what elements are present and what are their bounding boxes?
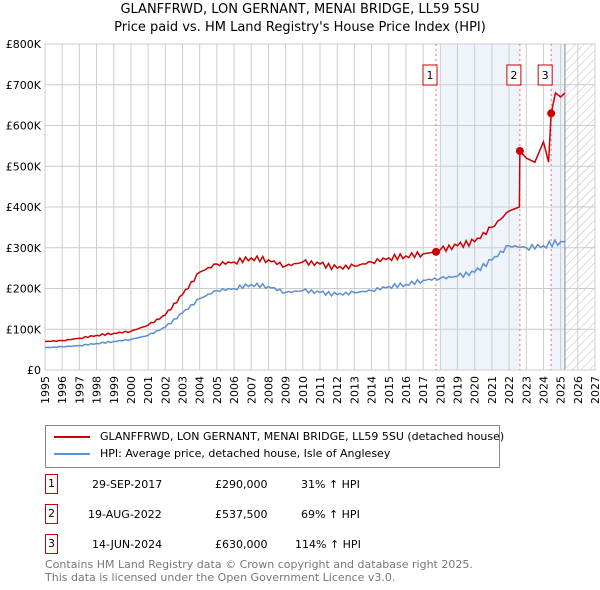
sale-number: 2 <box>45 504 58 524</box>
x-tick-label: 2008 <box>262 376 275 404</box>
y-tick-label: £800K <box>6 38 42 51</box>
x-tick-label: 2017 <box>417 376 430 404</box>
x-tick-label: 2018 <box>434 376 447 404</box>
legend-label-property: GLANFFRWD, LON GERNANT, MENAI BRIDGE, LL… <box>100 430 505 443</box>
legend-label-hpi: HPI: Average price, detached house, Isle… <box>100 447 391 460</box>
x-tick-label: 2003 <box>177 376 190 404</box>
sale-date: 19-AUG-2022 <box>88 508 162 521</box>
chart-subtitle: Price paid vs. HM Land Registry's House … <box>114 20 486 35</box>
sale-point <box>547 109 556 118</box>
sale-label-box <box>422 64 438 86</box>
sale-number: 3 <box>45 534 58 554</box>
sale-label: 3 <box>542 69 549 82</box>
y-tick-label: £500K <box>6 160 42 173</box>
x-tick-label: 2023 <box>520 376 533 404</box>
x-tick-label: 2012 <box>331 376 344 404</box>
x-tick-label: 2027 <box>589 376 600 404</box>
x-tick-label: 2016 <box>400 376 413 404</box>
x-tick-label: 2013 <box>348 376 361 404</box>
x-tick-label: 1997 <box>73 376 86 404</box>
x-tick-label: 2001 <box>142 376 155 404</box>
x-tick-label: 2020 <box>469 376 482 404</box>
sale-hpi-change: 114% ↑ HPI <box>295 538 361 551</box>
x-tick-label: 2024 <box>537 376 550 404</box>
sale-label: 1 <box>427 69 434 82</box>
y-tick-label: £200K <box>6 283 42 296</box>
sale-hpi-change: 31% ↑ HPI <box>301 478 360 491</box>
sale-number: 1 <box>45 474 58 494</box>
footer: Contains HM Land Registry data © Crown c… <box>45 558 473 584</box>
sale-label: 2 <box>510 69 517 82</box>
x-tick-label: 1999 <box>108 376 121 404</box>
line-chart: 1995 1996 1997 1998 1999 2000 2001 2002 2003 2004… <box>6 38 600 404</box>
sale-hpi-change: 69% ↑ HPI <box>301 508 360 521</box>
legend: GLANFFRWD, LON GERNANT, MENAI BRIDGE, LL… <box>45 425 504 468</box>
x-tick-label: 2015 <box>383 376 396 404</box>
x-tick-label: 2006 <box>228 376 241 404</box>
sale-point <box>515 146 524 155</box>
x-tick-label: 2010 <box>297 376 310 404</box>
x-tick-label: 2022 <box>503 376 516 404</box>
x-tick-label: 1996 <box>56 376 69 404</box>
sale-point <box>432 247 441 256</box>
x-tick-label: 2025 <box>555 376 568 404</box>
footer-line: Contains HM Land Registry data © Crown c… <box>45 558 473 571</box>
sale-date: 14-JUN-2024 <box>92 538 163 551</box>
x-tick-label: 2000 <box>125 376 138 404</box>
legend-swatch-property <box>54 435 90 438</box>
legend-swatch-hpi <box>54 452 90 455</box>
y-tick-label: £600K <box>6 120 42 133</box>
footer-line: This data is licensed under the Open Gov… <box>45 571 396 584</box>
hpi-line <box>44 238 565 349</box>
sale-price: £537,500 <box>215 508 268 521</box>
sale-price: £290,000 <box>215 478 268 491</box>
sale-label-box <box>537 64 553 86</box>
x-tick-label: 2019 <box>452 376 465 404</box>
price-paid-line <box>44 91 566 343</box>
x-tick-label: 2021 <box>486 376 499 404</box>
sale-label-box <box>506 64 522 86</box>
sale-date: 29-SEP-2017 <box>92 478 163 491</box>
y-tick-label: £0 <box>27 364 41 377</box>
x-tick-label: 2007 <box>245 376 258 404</box>
x-tick-label: 1995 <box>39 376 52 404</box>
x-tick-label: 2026 <box>572 376 585 404</box>
x-tick-label: 2002 <box>159 376 172 404</box>
y-tick-label: £700K <box>6 79 42 92</box>
x-tick-label: 2004 <box>194 376 207 404</box>
x-tick-label: 2009 <box>280 376 293 404</box>
chart-title: GLANFFRWD, LON GERNANT, MENAI BRIDGE, LL… <box>120 2 480 17</box>
x-tick-label: 1998 <box>91 376 104 404</box>
y-tick-label: £400K <box>6 201 42 214</box>
x-tick-label: 2005 <box>211 376 224 404</box>
y-tick-label: £300K <box>6 242 42 255</box>
x-tick-label: 2011 <box>314 376 327 404</box>
x-tick-label: 2014 <box>366 376 379 404</box>
y-tick-label: £100K <box>6 323 42 336</box>
sale-price: £630,000 <box>215 538 268 551</box>
